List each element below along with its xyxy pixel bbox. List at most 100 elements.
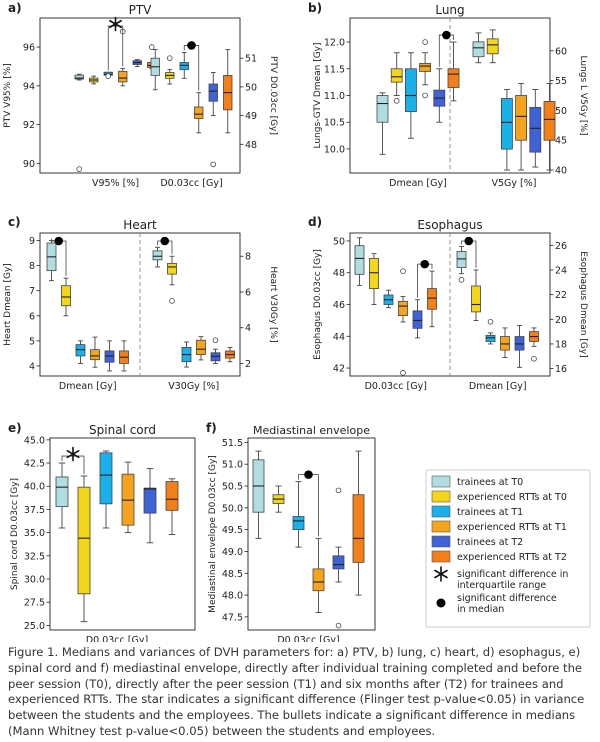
iqr-box: [74, 74, 84, 80]
iqr-box: [312, 568, 325, 592]
iqr-box: [486, 38, 499, 55]
box-1: [369, 253, 379, 305]
iqr-box: [514, 336, 525, 351]
left-tick-label: 5: [29, 336, 35, 347]
outlier-point: [76, 166, 83, 172]
box-0: [55, 462, 69, 529]
x-tick-label: Dmean [Gy]: [389, 178, 447, 189]
iqr-box: [447, 68, 460, 88]
x-tick-label: D0.03cc [Gy]: [160, 178, 222, 189]
right-tick-label: 4: [245, 323, 251, 334]
left-tick-label: 94: [23, 81, 35, 92]
iqr-box: [194, 106, 204, 119]
right-tick-label: 2: [245, 359, 251, 370]
left-tick-label: 25.0: [24, 621, 45, 632]
box-3: [500, 327, 510, 358]
right-tick-label: 24: [555, 265, 567, 276]
left-tick-label: 51.5: [222, 438, 243, 449]
legend-dot-line-2: in median: [457, 604, 504, 615]
right-tick-label: 51: [245, 54, 257, 65]
box-5: [427, 270, 437, 328]
legend-swatch-0: [431, 475, 451, 488]
median-dot-marker: [160, 236, 170, 246]
iqr-box: [61, 285, 71, 307]
iqr-box: [179, 62, 189, 71]
left-tick-label: 32.5: [24, 551, 45, 562]
iqr-box: [165, 481, 179, 511]
left-tick-label: 11.5: [324, 64, 345, 75]
box-2: [181, 341, 192, 368]
iqr-box: [292, 516, 305, 531]
box-1: [471, 269, 481, 321]
plot-frame: [247, 437, 376, 631]
legend-swatch-2: [431, 505, 451, 518]
right-tick-label: 22: [555, 290, 567, 301]
box-4: [104, 340, 115, 372]
median-significance: [438, 30, 454, 67]
x-tick-label: V95% [%]: [92, 178, 139, 189]
box-1: [486, 29, 499, 64]
variance-significance: [61, 446, 85, 475]
outlier-point: [400, 370, 406, 376]
y-axis-label-left: Mediastinal envelope D0.03cc [Gy]: [208, 455, 218, 613]
box-3: [90, 336, 100, 368]
legend-label-4: trainees at T2: [457, 537, 523, 548]
iqr-box: [515, 95, 527, 141]
left-tick-label: 10.0: [324, 144, 345, 155]
median-dot-marker: [464, 236, 474, 246]
left-tick-label: 10.5: [324, 118, 345, 129]
plot-frame: [49, 437, 196, 631]
box-2: [292, 481, 305, 548]
iqr-box: [376, 95, 389, 123]
median-significance: [183, 41, 200, 91]
box-5: [529, 327, 539, 362]
left-tick-label: 51.0: [222, 460, 243, 471]
iqr-box: [352, 494, 365, 563]
box-4: [412, 299, 423, 339]
panel-c: c) Heart 4 5 6 7 8 9 Heart Dmean [Gy] 2 4 6 8 Heart V…: [3, 215, 278, 392]
median-significance: [417, 259, 433, 298]
left-tick-label: 40.0: [24, 482, 45, 493]
median-significance: [298, 470, 319, 537]
iqr-box: [500, 336, 510, 351]
iqr-box: [529, 107, 542, 153]
panel-label: f): [206, 421, 217, 435]
legend-swatch-1: [431, 490, 451, 503]
iqr-box: [99, 452, 113, 505]
box-5: [447, 41, 460, 102]
box-4: [514, 325, 525, 368]
iqr-box: [471, 285, 481, 313]
right-tick-label: 40: [555, 166, 567, 177]
y-axis-label-right: Lungs L V5Gy [%]: [578, 55, 588, 135]
legend-label-0: trainees at T0: [457, 477, 523, 488]
left-tick-label: 44: [333, 332, 345, 343]
iqr-box: [390, 68, 403, 83]
left-tick-label: 37.5: [24, 505, 45, 516]
box-2: [99, 450, 113, 529]
outlier-point: [335, 487, 342, 494]
iqr-box: [196, 339, 206, 355]
box-5: [225, 346, 235, 363]
legend-star-line-1: significant difference in: [457, 569, 568, 580]
panel-f: f) Mediastinal envelope 47.5 48.0 48.5 49.0 49…: [206, 421, 376, 642]
left-tick-label: 48.0: [222, 591, 243, 602]
left-tick-label: 45.0: [24, 435, 45, 446]
iqr-box: [152, 250, 163, 261]
panel-title: Esophagus: [417, 218, 482, 232]
outlier-point: [169, 298, 175, 304]
y-axis-label-left: Esophagus D0.03cc [Gy]: [313, 249, 323, 360]
box-3: [196, 336, 206, 361]
variance-star-marker-stroke-3: [66, 449, 80, 459]
box-1: [89, 75, 99, 85]
panel-label: d): [308, 215, 322, 229]
right-tick-label: 18: [555, 339, 567, 350]
panel-a: a) PTV 90 92 94 96 PTV V95% [%] 48 49 50 51 PTV D0.…: [3, 1, 278, 189]
left-tick-label: 7: [29, 286, 35, 297]
iqr-box: [208, 83, 218, 102]
box-4: [143, 468, 157, 544]
left-tick-label: 42.5: [24, 459, 45, 470]
box-5: [119, 340, 129, 372]
panel-label: e): [8, 421, 22, 435]
iqr-box: [472, 41, 485, 58]
